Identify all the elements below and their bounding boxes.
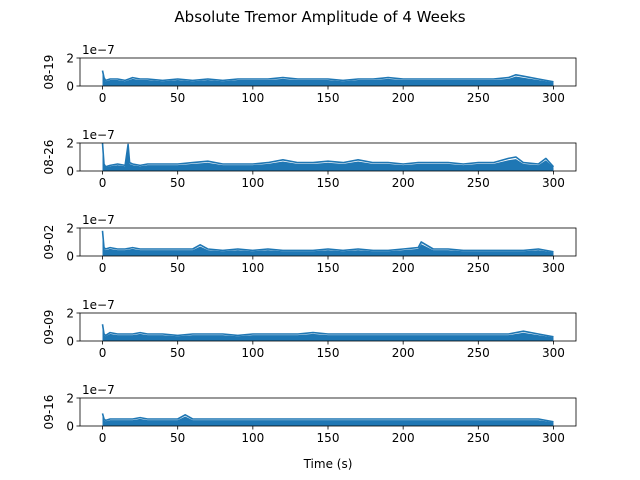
panel-08-26: 0 50 100 150 200 250 300 0 2 1e−7 08-26 [42, 128, 577, 190]
panel-date-label: 09-02 [42, 225, 56, 260]
series-line-09-09 [101, 324, 554, 338]
panel-08-19: 0 50 100 150 200 250 300 0 2 1e−7 08-19 [42, 43, 577, 105]
x-tick-label: 250 [467, 176, 490, 190]
y-tick-label: 2 [66, 392, 74, 406]
x-tick-label: 200 [392, 91, 415, 105]
x-tick-label: 300 [542, 431, 565, 445]
y-tick-label: 2 [66, 307, 74, 321]
x-tick-label: 100 [241, 346, 264, 360]
x-tick-label: 150 [317, 346, 340, 360]
x-tick-label: 200 [392, 176, 415, 190]
y-scale-offset: 1e−7 [82, 383, 115, 397]
x-tick-label: 0 [99, 91, 107, 105]
x-tick-label: 50 [170, 91, 185, 105]
x-tick-label: 100 [241, 91, 264, 105]
panel-date-label: 08-19 [42, 55, 56, 90]
x-tick-label: 100 [241, 261, 264, 275]
y-scale-offset: 1e−7 [82, 213, 115, 227]
x-tick-label: 150 [317, 91, 340, 105]
series-line-09-02 [101, 230, 554, 253]
y-scale-offset: 1e−7 [82, 128, 115, 142]
series-line-08-26 [101, 142, 555, 168]
x-tick-label: 100 [241, 176, 264, 190]
series-fill-08-26 [102, 147, 554, 171]
figure-title: Absolute Tremor Amplitude of 4 Weeks [174, 8, 465, 26]
x-tick-label: 150 [317, 176, 340, 190]
series-fill-09-16 [102, 415, 554, 426]
x-tick-label: 0 [99, 261, 107, 275]
series-line-09-16 [101, 413, 554, 423]
x-tick-label: 300 [542, 346, 565, 360]
x-tick-label: 150 [317, 431, 340, 445]
x-tick-label: 250 [467, 261, 490, 275]
series-fill-08-19 [102, 72, 554, 86]
y-tick-label: 0 [66, 420, 74, 434]
panel-09-09: 0 50 100 150 200 250 300 0 2 1e−7 09-09 [42, 298, 577, 360]
x-tick-label: 200 [392, 261, 415, 275]
y-tick-label: 0 [66, 250, 74, 264]
x-tick-label: 200 [392, 431, 415, 445]
y-tick-label: 0 [66, 80, 74, 94]
series-fill-09-02 [102, 234, 554, 256]
x-tick-label: 250 [467, 91, 490, 105]
panel-09-02: 0 50 100 150 200 250 300 0 2 1e−7 09-02 [42, 213, 577, 275]
y-tick-label: 0 [66, 335, 74, 349]
y-scale-offset: 1e−7 [82, 43, 115, 57]
x-tick-label: 300 [542, 176, 565, 190]
x-tick-label: 0 [99, 176, 107, 190]
series-line-08-19 [101, 70, 554, 83]
x-tick-label: 50 [170, 431, 185, 445]
x-tick-label: 300 [542, 91, 565, 105]
x-tick-label: 0 [99, 431, 107, 445]
y-tick-label: 0 [66, 165, 74, 179]
y-tick-label: 2 [66, 52, 74, 66]
x-tick-label: 150 [317, 261, 340, 275]
panel-date-label: 08-26 [42, 140, 56, 175]
x-tick-label: 50 [170, 261, 185, 275]
x-tick-label: 100 [241, 431, 264, 445]
x-tick-label: 50 [170, 346, 185, 360]
y-tick-label: 2 [66, 222, 74, 236]
x-tick-label: 50 [170, 176, 185, 190]
x-axis-label: Time (s) [303, 457, 353, 471]
panel-09-16: 0 50 100 150 200 250 300 0 2 1e−7 09-16 [42, 383, 577, 445]
y-scale-offset: 1e−7 [82, 298, 115, 312]
panel-date-label: 09-16 [42, 395, 56, 430]
x-tick-label: 250 [467, 431, 490, 445]
series-fill-09-09 [102, 326, 554, 341]
x-tick-label: 0 [99, 346, 107, 360]
x-tick-label: 250 [467, 346, 490, 360]
panel-date-label: 09-09 [42, 310, 56, 345]
x-tick-label: 200 [392, 346, 415, 360]
y-tick-label: 2 [66, 137, 74, 151]
x-tick-label: 300 [542, 261, 565, 275]
